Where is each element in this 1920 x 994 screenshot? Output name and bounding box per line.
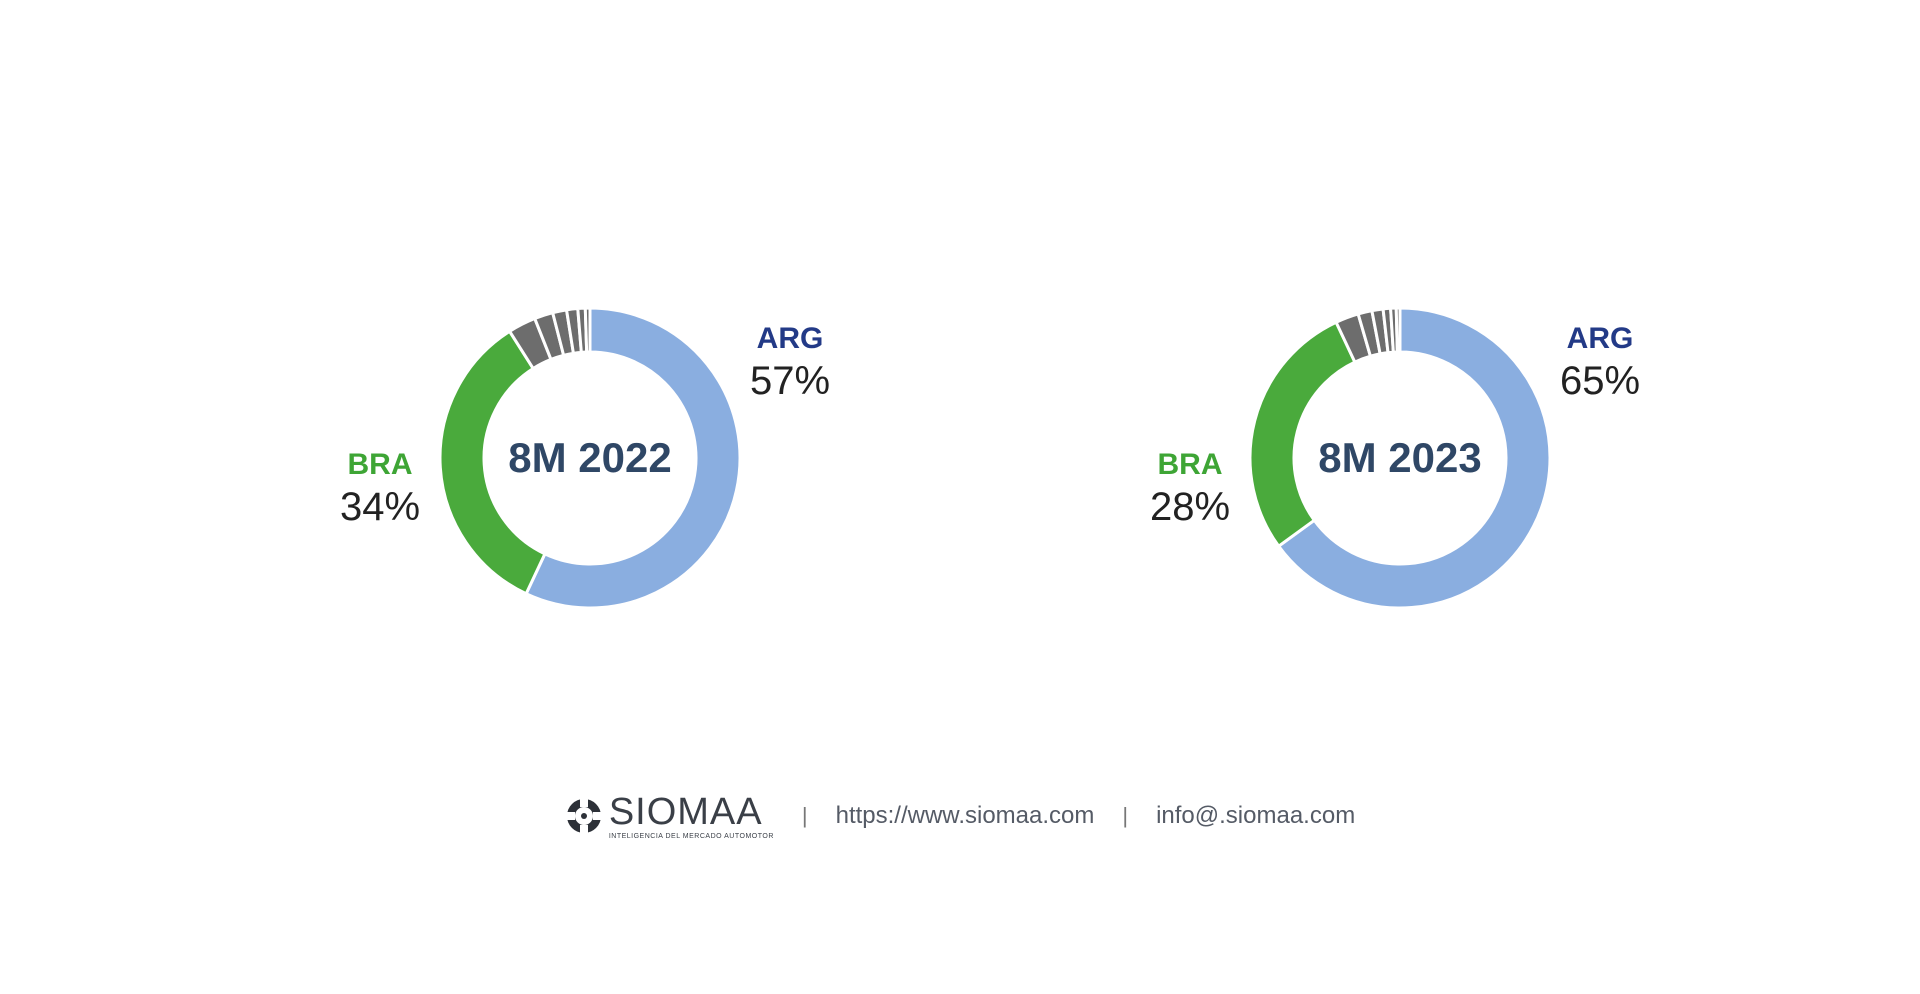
donut-chart-2022: ARG 57% BRA 34% 8M 2022 [240, 200, 1000, 720]
value-arg: 57% [750, 359, 830, 403]
label-arg: ARG [1567, 322, 1634, 355]
donut-center-title: 8M 2022 [508, 434, 671, 481]
donut-center-title: 8M 2023 [1318, 434, 1481, 481]
label-bra: BRA [348, 448, 413, 481]
separator: | [801, 803, 808, 828]
donut-svg-2022: ARG 57% BRA 34% 8M 2022 [340, 306, 830, 610]
label-bra: BRA [1158, 448, 1223, 481]
website-link[interactable]: https://www.siomaa.com [835, 802, 1095, 829]
brand-tagline: INTELIGENCIA DEL MERCADO AUTOMOTOR [608, 832, 774, 840]
label-arg: ARG [757, 322, 824, 355]
slice-other-7 [583, 306, 592, 354]
footer: SIOMAA INTELIGENCIA DEL MERCADO AUTOMOTO… [0, 786, 1920, 846]
brand-name: SIOMAA [608, 790, 763, 833]
donut-chart-2023: ARG 65% BRA 28% 8M 2023 [1050, 200, 1810, 720]
siomaa-logo-icon [564, 797, 603, 835]
value-arg: 65% [1560, 359, 1640, 403]
brand-logo[interactable]: SIOMAA INTELIGENCIA DEL MERCADO AUTOMOTO… [564, 790, 774, 840]
email-link[interactable]: info@.siomaa.com [1156, 802, 1356, 829]
slice-bra [438, 329, 547, 596]
value-bra: 34% [340, 485, 420, 529]
donut-svg-2023: ARG 65% BRA 28% 8M 2023 [1150, 306, 1640, 610]
slice-other-7 [1394, 306, 1402, 354]
separator: | [1122, 803, 1129, 828]
slice-arg [1276, 306, 1552, 610]
value-bra: 28% [1150, 485, 1230, 529]
slice-arg [524, 306, 742, 610]
